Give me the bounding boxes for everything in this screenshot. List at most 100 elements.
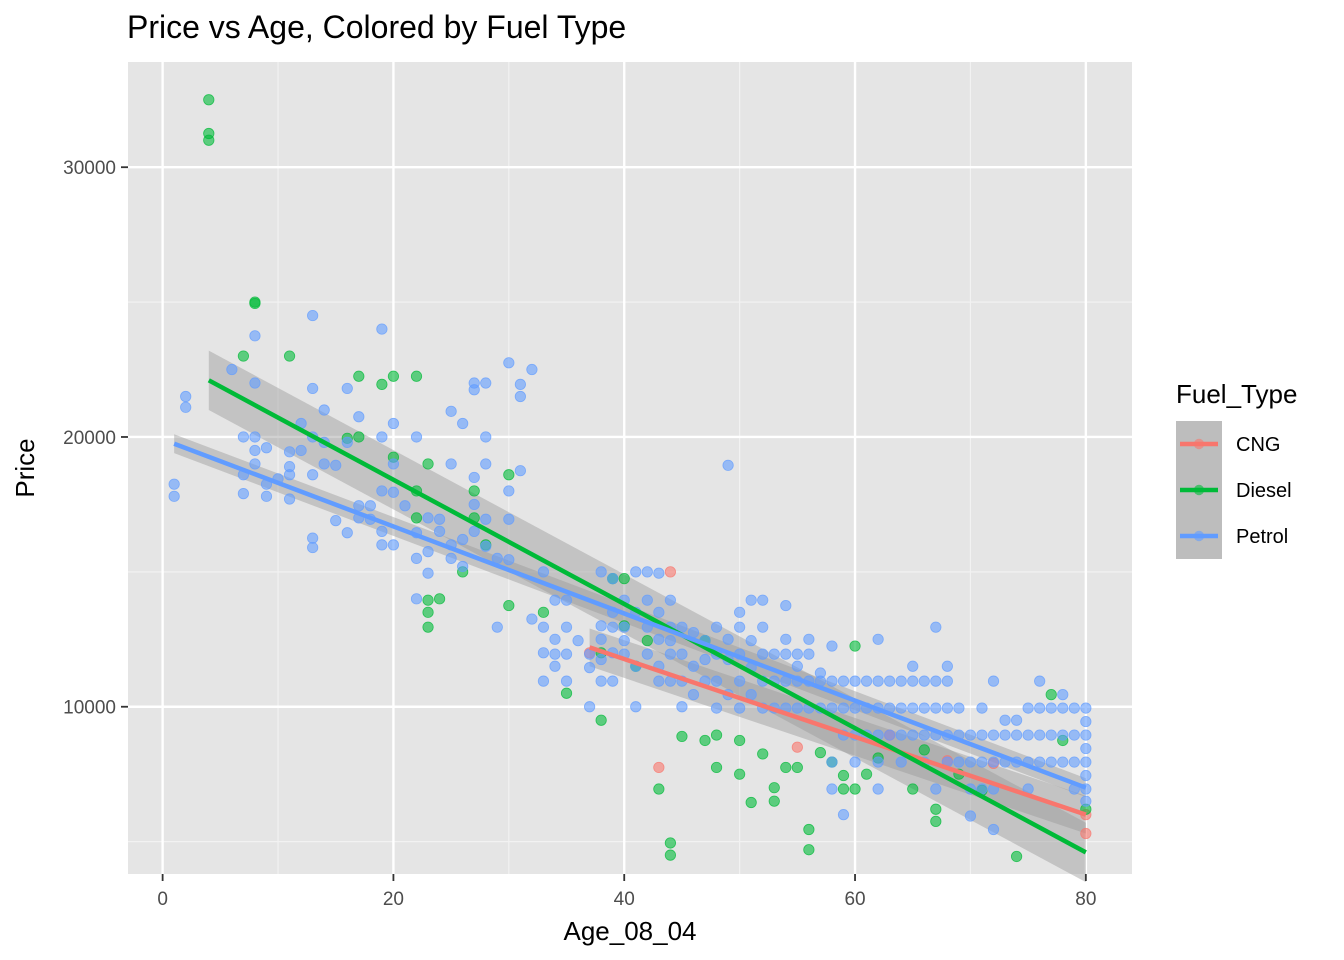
point-petrol — [376, 431, 388, 443]
point-petrol — [976, 756, 988, 768]
point-petrol — [283, 469, 296, 481]
point-petrol — [572, 635, 584, 647]
point-petrol — [641, 566, 653, 578]
point-petrol — [664, 594, 676, 606]
point-petrol — [884, 729, 896, 741]
point-petrol — [1045, 702, 1057, 714]
point-petrol — [457, 417, 469, 430]
point-petrol — [249, 444, 261, 457]
point-petrol — [826, 675, 838, 687]
point-petrol — [826, 783, 838, 795]
point-petrol — [307, 532, 319, 544]
point-petrol — [168, 478, 180, 490]
point-petrol — [341, 527, 353, 539]
point-petrol — [780, 648, 792, 660]
point-diesel — [734, 768, 746, 780]
point-petrol — [999, 714, 1011, 726]
point-cng — [653, 761, 665, 774]
point-petrol — [1080, 795, 1092, 807]
point-petrol — [260, 490, 273, 502]
point-petrol — [526, 363, 538, 376]
point-petrol — [445, 552, 457, 564]
point-petrol — [641, 594, 653, 606]
point-petrol — [1022, 729, 1034, 741]
point-petrol — [1080, 769, 1092, 782]
point-diesel — [814, 747, 827, 759]
point-petrol — [849, 702, 861, 714]
point-petrol — [283, 493, 296, 505]
point-petrol — [1022, 702, 1034, 714]
legend-key-point — [1193, 438, 1205, 450]
point-diesel — [237, 350, 250, 362]
point-petrol — [907, 675, 919, 687]
legend-label: Petrol — [1236, 526, 1288, 548]
point-petrol — [895, 756, 907, 768]
point-petrol — [907, 729, 919, 741]
point-petrol — [987, 823, 1000, 836]
point-diesel — [595, 714, 607, 726]
point-diesel — [422, 594, 434, 606]
point-petrol — [387, 417, 400, 430]
point-petrol — [364, 500, 376, 512]
fit-line-cng — [588, 645, 1087, 817]
point-petrol — [872, 633, 884, 645]
point-petrol — [560, 675, 573, 687]
point-petrol — [480, 377, 492, 389]
point-diesel — [1045, 689, 1057, 701]
point-diesel — [433, 593, 446, 605]
point-petrol — [907, 660, 919, 672]
point-petrol — [1045, 729, 1057, 741]
x-tick-label: 0 — [157, 889, 168, 910]
point-petrol — [653, 675, 665, 687]
point-petrol — [249, 377, 261, 389]
point-petrol — [607, 675, 619, 687]
point-petrol — [791, 648, 803, 660]
point-petrol — [757, 594, 769, 606]
point-petrol — [237, 431, 250, 443]
point-petrol — [1080, 729, 1092, 741]
point-diesel — [503, 599, 515, 612]
point-petrol — [376, 323, 388, 335]
point-petrol — [468, 525, 480, 537]
point-petrol — [168, 490, 180, 502]
point-petrol — [826, 756, 838, 768]
point-petrol — [884, 675, 896, 687]
point-petrol — [1057, 689, 1069, 701]
point-petrol — [410, 593, 423, 605]
y-tick-label: 10000 — [63, 698, 116, 719]
point-petrol — [976, 702, 988, 714]
point-petrol — [560, 621, 573, 633]
point-diesel — [387, 370, 400, 382]
point-petrol — [376, 485, 388, 497]
point-petrol — [1068, 702, 1080, 714]
point-diesel — [837, 783, 850, 795]
point-petrol — [1010, 714, 1023, 726]
point-diesel — [410, 512, 423, 524]
point-petrol — [849, 756, 861, 768]
point-petrol — [387, 486, 400, 498]
point-petrol — [1057, 729, 1069, 741]
point-petrol — [549, 660, 561, 672]
point-petrol — [722, 459, 734, 471]
point-petrol — [480, 458, 492, 470]
point-petrol — [826, 640, 838, 652]
point-petrol — [941, 675, 953, 687]
point-petrol — [803, 648, 815, 660]
point-petrol — [341, 436, 353, 448]
legend-key-point — [1193, 484, 1205, 496]
point-petrol — [549, 648, 561, 660]
point-petrol — [445, 405, 457, 417]
point-petrol — [964, 756, 977, 768]
point-petrol — [930, 675, 942, 687]
point-petrol — [757, 621, 769, 633]
point-petrol — [399, 500, 411, 512]
point-petrol — [618, 635, 630, 647]
point-petrol — [745, 594, 757, 606]
point-petrol — [607, 621, 619, 633]
legend-key-point — [1193, 530, 1205, 542]
point-petrol — [503, 357, 515, 369]
point-diesel — [837, 769, 850, 782]
point-diesel — [734, 734, 746, 747]
point-diesel — [422, 606, 434, 618]
point-cng — [664, 566, 676, 578]
